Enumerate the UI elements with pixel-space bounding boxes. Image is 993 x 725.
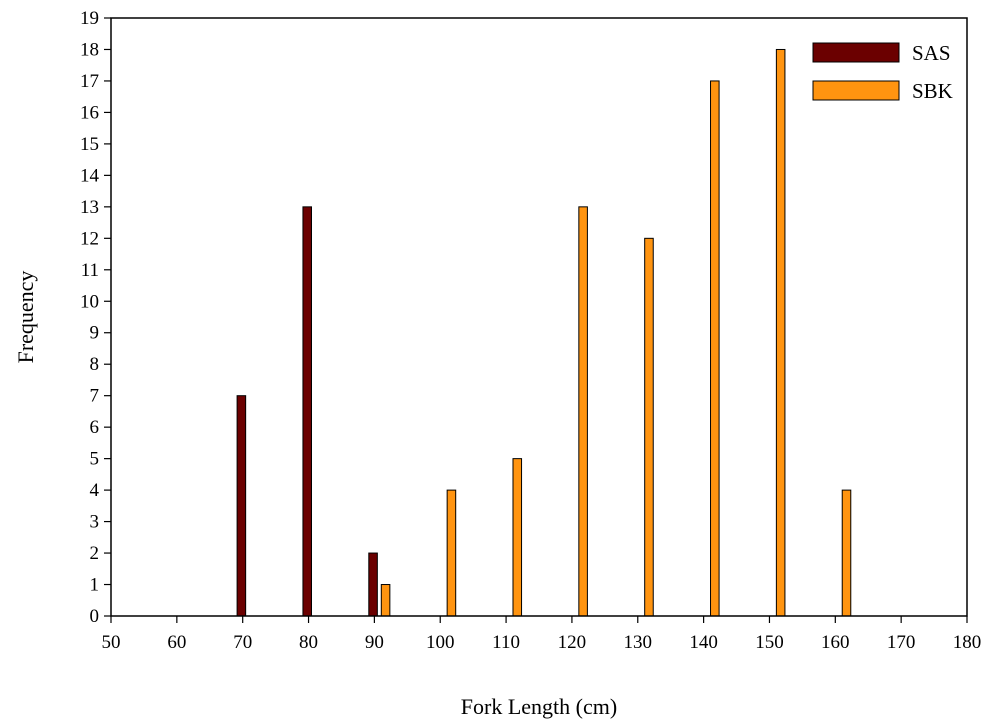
x-tick-label: 80 [299, 632, 318, 653]
legend-swatch-sbk [812, 80, 900, 101]
bar-sbk [710, 80, 720, 617]
x-tick-label: 160 [821, 632, 850, 653]
y-tick-label: 14 [80, 165, 100, 186]
x-tick-label: 120 [558, 632, 587, 653]
x-tick-label: 140 [689, 632, 718, 653]
bar-sbk [841, 489, 852, 617]
legend: SAS SBK [812, 41, 953, 103]
bar-sbk [644, 237, 654, 617]
bars-layer [236, 48, 852, 617]
y-tick-label: 19 [80, 8, 99, 29]
y-tick-label: 18 [80, 39, 99, 60]
x-axis: 50 60 70 80 90 100 110 120 130 140 150 160 170 180 [102, 616, 982, 653]
y-tick-label: 12 [80, 228, 99, 249]
legend-label-sbk: SBK [912, 79, 953, 103]
y-tick-label: 10 [80, 291, 99, 312]
y-tick-label: 1 [90, 575, 100, 596]
bar-sas [368, 552, 378, 617]
y-tick-label: 4 [90, 480, 100, 501]
y-tick-label: 6 [90, 417, 100, 438]
y-tick-label: 15 [80, 134, 99, 155]
y-tick-label: 3 [90, 512, 100, 533]
legend-swatch-sas [812, 42, 900, 63]
y-tick-label: 0 [90, 606, 100, 627]
y-tick-label: 11 [81, 260, 99, 281]
plot-area-frame [110, 17, 968, 617]
y-tick-label: 7 [90, 386, 100, 407]
x-tick-label: 170 [887, 632, 916, 653]
bar-sbk [446, 489, 457, 617]
x-tick-label: 60 [167, 632, 186, 653]
y-tick-label: 9 [90, 323, 100, 344]
y-tick-label: 2 [90, 543, 100, 564]
x-axis-title: Fork Length (cm) [461, 694, 617, 719]
bar-sbk [512, 458, 523, 617]
bar-sbk [380, 584, 391, 617]
y-tick-label: 8 [90, 354, 100, 375]
bar-sbk [578, 206, 588, 617]
x-tick-label: 50 [102, 632, 121, 653]
bar-sas [302, 206, 313, 617]
y-tick-label: 17 [80, 71, 99, 92]
bar-sas [236, 395, 247, 617]
x-tick-label: 90 [365, 632, 384, 653]
legend-label-sas: SAS [912, 41, 951, 65]
x-tick-label: 180 [953, 632, 982, 653]
y-tick-label: 13 [80, 197, 99, 218]
y-tick-label: 5 [90, 449, 100, 470]
x-tick-label: 150 [755, 632, 784, 653]
bar-sbk [775, 48, 786, 617]
x-tick-label: 110 [492, 632, 520, 653]
y-tick-label: 16 [80, 102, 99, 123]
x-tick-label: 130 [624, 632, 653, 653]
y-axis-title: Frequency [13, 271, 38, 364]
x-tick-label: 100 [426, 632, 455, 653]
x-tick-label: 70 [233, 632, 252, 653]
